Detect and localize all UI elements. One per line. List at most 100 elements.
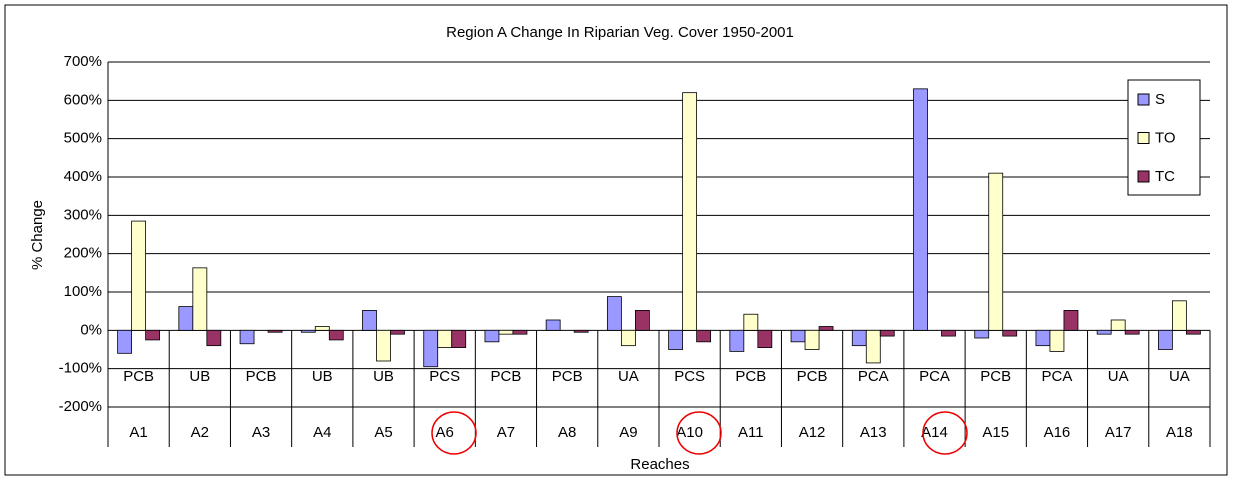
x-tick-type-label: PCB xyxy=(735,368,766,385)
bar xyxy=(1063,309,1079,331)
x-tick-type-label: UA xyxy=(1108,368,1129,385)
bar xyxy=(743,313,759,331)
highlight-circle xyxy=(922,411,968,455)
bar xyxy=(267,329,283,333)
x-tick-type-label: PCB xyxy=(246,368,277,385)
bar xyxy=(988,172,1004,331)
bar xyxy=(941,329,956,337)
bar xyxy=(512,329,528,335)
x-tick-type-label: UB xyxy=(312,368,333,385)
x-tick-type-label: PCA xyxy=(919,368,950,385)
x-tick-label: A16 xyxy=(1044,424,1071,441)
legend-swatch xyxy=(1137,93,1150,106)
x-tick-type-label: UB xyxy=(373,368,394,385)
bar xyxy=(239,329,255,345)
bar xyxy=(696,329,712,343)
legend-label: TC xyxy=(1155,168,1175,185)
bar xyxy=(634,309,650,331)
y-tick-label: -100% xyxy=(59,360,102,377)
y-tick-label: 500% xyxy=(64,130,102,147)
bar xyxy=(192,267,208,331)
x-tick-type-label: PCA xyxy=(858,368,889,385)
x-tick-label: A13 xyxy=(860,424,887,441)
x-tick-label: A1 xyxy=(129,424,147,441)
y-tick-label: 700% xyxy=(64,53,102,70)
bar xyxy=(484,329,500,343)
bar xyxy=(117,329,133,354)
x-tick-label: A2 xyxy=(191,424,209,441)
bar xyxy=(606,296,622,331)
bar xyxy=(423,329,439,368)
bar xyxy=(145,329,161,341)
x-tick-label: A17 xyxy=(1105,424,1132,441)
x-tick-type-label: UA xyxy=(1169,368,1190,385)
x-tick-label: A10 xyxy=(676,424,703,441)
bar xyxy=(851,329,867,347)
bar xyxy=(376,329,391,362)
x-tick-label: A11 xyxy=(738,424,764,441)
y-tick-label: 0% xyxy=(80,321,102,338)
bar xyxy=(1124,329,1140,335)
y-axis-label: % Change xyxy=(29,200,46,270)
x-tick-label: A6 xyxy=(436,424,454,441)
bar xyxy=(1157,329,1173,350)
bar xyxy=(804,329,820,350)
x-tick-label: A4 xyxy=(313,424,331,441)
bar xyxy=(879,329,895,337)
x-tick-type-label: PCB xyxy=(980,368,1011,385)
highlight-circle xyxy=(676,411,722,455)
bar xyxy=(818,326,834,331)
x-tick-type-label: PCB xyxy=(491,368,522,385)
bar xyxy=(362,309,377,331)
x-tick-label: A3 xyxy=(252,424,270,441)
bar xyxy=(1110,319,1126,331)
x-tick-type-label: PCS xyxy=(674,368,705,385)
bar xyxy=(300,329,316,333)
bar xyxy=(178,306,194,331)
x-tick-type-label: PCB xyxy=(123,368,154,385)
bar xyxy=(620,329,636,347)
bar xyxy=(545,319,561,331)
y-tick-label: 200% xyxy=(64,245,102,262)
bar xyxy=(1049,329,1065,352)
bar xyxy=(682,92,698,331)
y-tick-label: 600% xyxy=(64,91,102,108)
bar xyxy=(1171,300,1187,331)
x-tick-label: A9 xyxy=(619,424,637,441)
bar xyxy=(206,329,222,347)
bar xyxy=(451,329,467,348)
x-tick-type-label: PCB xyxy=(552,368,583,385)
x-tick-type-label: PCS xyxy=(429,368,460,385)
bar xyxy=(498,329,514,335)
legend-label: TO xyxy=(1155,129,1176,146)
chart-title: Region A Change In Riparian Veg. Cover 1… xyxy=(446,24,794,41)
legend-swatch xyxy=(1137,132,1150,144)
legend-swatch xyxy=(1137,170,1150,183)
bar xyxy=(729,329,745,352)
bar xyxy=(668,329,684,350)
bar xyxy=(1185,329,1201,335)
x-tick-label: A5 xyxy=(374,424,392,441)
y-tick-label: 400% xyxy=(64,168,102,185)
chart-frame xyxy=(4,4,1228,476)
x-tick-type-label: UA xyxy=(618,368,639,385)
x-tick-label: A7 xyxy=(497,424,515,441)
bar xyxy=(757,329,773,348)
highlight-circle xyxy=(431,411,477,455)
y-tick-label: 100% xyxy=(64,283,102,300)
bar xyxy=(865,329,881,364)
bar xyxy=(790,329,806,343)
bar xyxy=(390,329,405,335)
x-tick-label: A12 xyxy=(799,424,826,441)
bar xyxy=(1096,329,1112,335)
bar xyxy=(437,329,453,348)
x-tick-type-label: UB xyxy=(189,368,210,385)
bar xyxy=(314,326,330,331)
x-tick-label: A14 xyxy=(921,424,948,441)
y-tick-label: -200% xyxy=(59,398,102,415)
x-tick-type-label: PCB xyxy=(797,368,828,385)
bar xyxy=(974,329,990,339)
bar xyxy=(1002,329,1018,337)
x-tick-type-label: PCA xyxy=(1042,368,1073,385)
